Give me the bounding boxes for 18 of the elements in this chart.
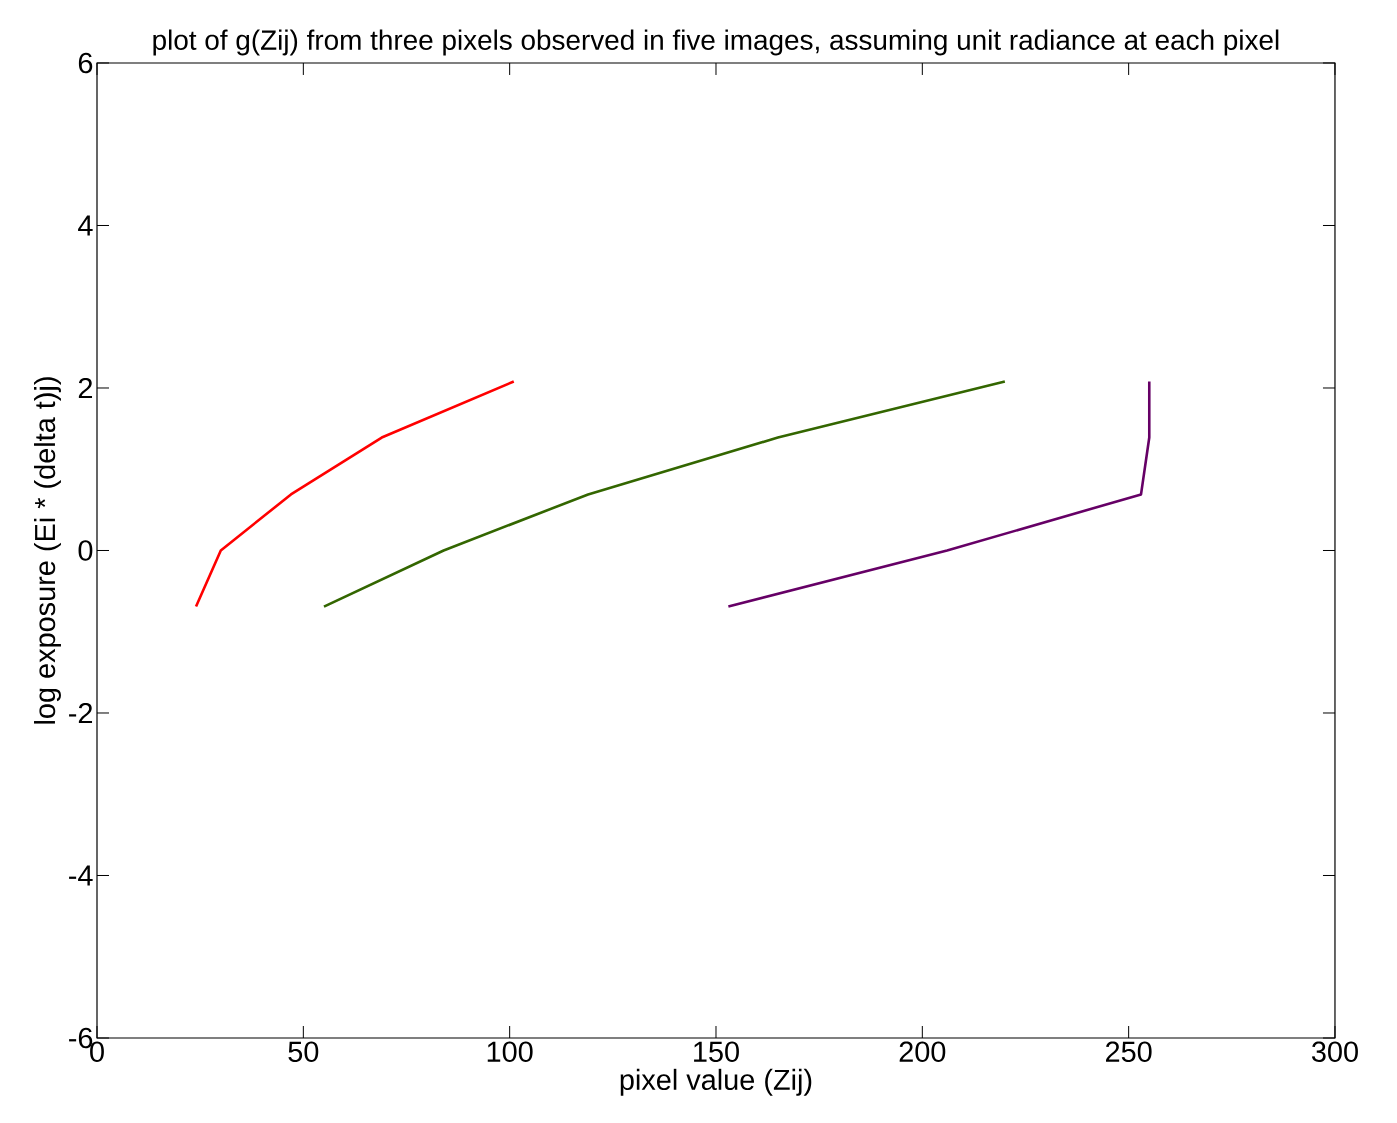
y-tick-label: 4	[78, 215, 93, 236]
y-tick-label: 6	[78, 52, 93, 74]
line-series	[727, 380, 1151, 608]
x-tick-label: 250	[1106, 1041, 1152, 1062]
y-axis-title: log exposure (Ei * (delta t)j)	[34, 377, 61, 724]
x-tick-label: 200	[899, 1041, 946, 1062]
chart-title: plot of g(Zij) from three pixels observed in five images, assuming unit radiance at each pixel	[153, 29, 1279, 56]
x-axis-title: pixel value (Zij)	[620, 1068, 812, 1096]
x-tick-label: 300	[1311, 1041, 1358, 1062]
line-series	[322, 380, 1007, 608]
y-tick-label: 0	[78, 540, 93, 561]
y-tick-label: -2	[69, 702, 93, 724]
x-tick-label: 150	[694, 1041, 739, 1062]
y-tick-label: 2	[78, 377, 93, 399]
x-tick-label: 100	[487, 1041, 533, 1062]
y-tick-label: -4	[69, 865, 93, 886]
x-tick-label: 50	[288, 1041, 319, 1062]
line-series	[194, 380, 516, 608]
